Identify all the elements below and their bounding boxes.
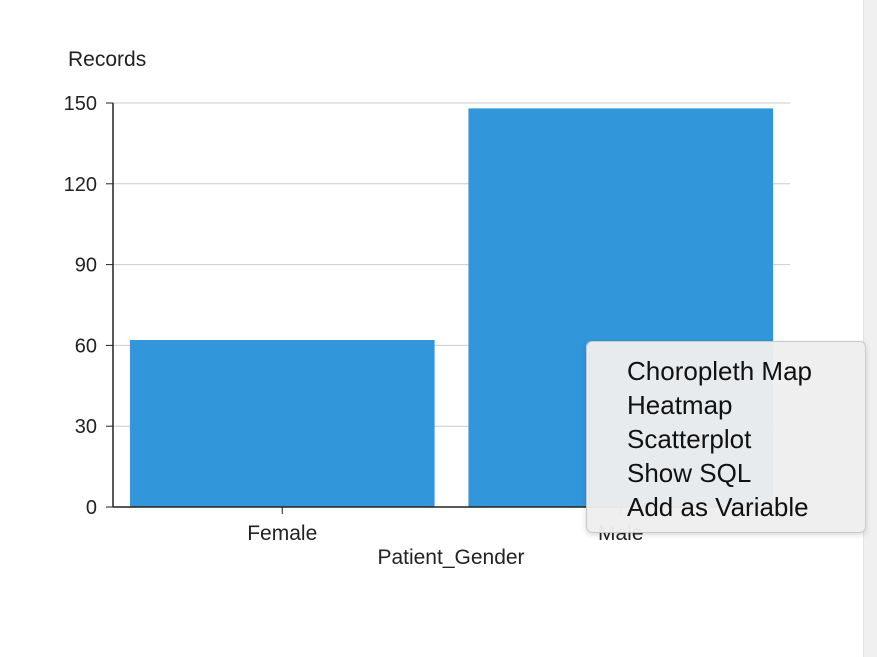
y-tick-label: 30 (75, 416, 97, 438)
menu-item-show-sql[interactable]: Show SQL (627, 458, 752, 488)
menu-item-choropleth-map[interactable]: Choropleth Map (627, 356, 812, 386)
context-menu: Choropleth Map Heatmap Scatterplot Show … (586, 341, 866, 533)
menu-item-scatterplot[interactable]: Scatterplot (627, 424, 752, 454)
y-tick-label: 0 (86, 497, 97, 519)
x-tick-label: Female (247, 522, 317, 545)
y-tick-label: 150 (64, 93, 97, 115)
y-tick-label: 120 (64, 174, 97, 196)
x-axis-label: Patient_Gender (377, 546, 524, 569)
scrollbar-track[interactable] (863, 0, 877, 657)
y-axis-label: Records (68, 48, 146, 71)
bar-female (129, 340, 435, 507)
y-tick-label: 90 (75, 255, 97, 277)
menu-item-heatmap[interactable]: Heatmap (627, 390, 733, 420)
menu-item-add-as-variable[interactable]: Add as Variable (627, 492, 809, 522)
y-tick-label: 60 (75, 335, 97, 357)
